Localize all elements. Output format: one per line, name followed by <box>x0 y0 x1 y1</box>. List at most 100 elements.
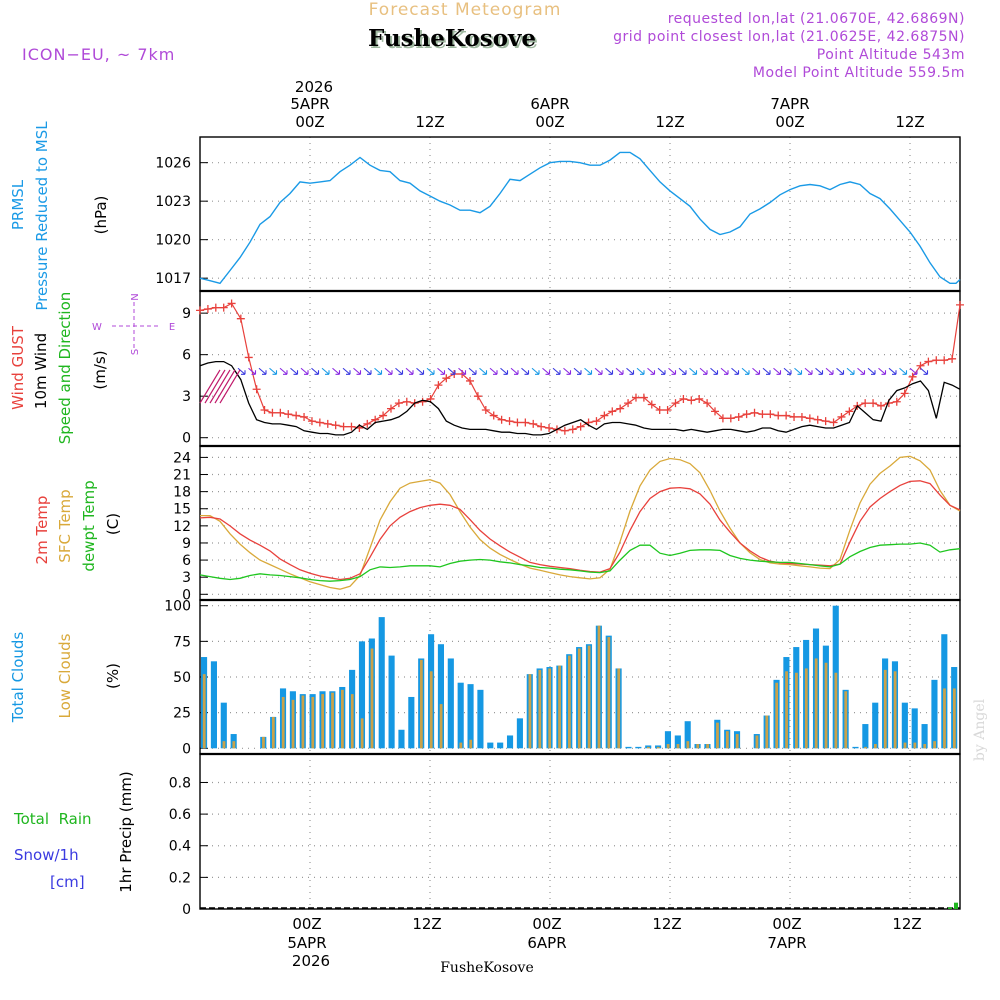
wind-gust-marker <box>576 422 585 431</box>
total-clouds-bar <box>506 735 514 749</box>
location-title: FusheKosove <box>370 27 538 54</box>
total-clouds-bar <box>516 718 523 749</box>
low-clouds-bar <box>459 742 463 749</box>
wind-gust-marker <box>276 408 285 417</box>
wind-gust-marker <box>829 418 838 427</box>
total-clouds-bar <box>497 742 504 749</box>
total-clouds-bar <box>684 721 691 749</box>
wind-direction-arrow <box>563 367 572 375</box>
wind-gust-marker <box>703 399 712 408</box>
wind-direction-arrow <box>678 367 687 375</box>
bottom-year: 2026 <box>292 952 330 970</box>
low-clouds-bar <box>686 741 690 749</box>
low-clouds-bar <box>696 744 700 749</box>
closest-coords: grid point closest lon,lat (21.0625E, 42… <box>613 29 965 45</box>
wind-direction-arrow <box>374 367 383 375</box>
wind-direction-arrow <box>489 367 498 375</box>
wind-direction-arrow <box>867 367 876 375</box>
wind-gust-label: Wind GUST <box>9 325 27 410</box>
top-hour-label: 00Z <box>295 113 324 131</box>
wind-gust-marker <box>695 394 704 403</box>
low-clouds-bar <box>933 741 936 749</box>
low-clouds-bar <box>913 742 917 749</box>
pressure-panel: 1017 1020 1023 1026 <box>155 136 961 292</box>
model-name: ICON−EU, ~ 7km <box>22 45 175 64</box>
total-clouds-bar <box>398 729 405 749</box>
temp-unit: (C) <box>104 513 122 535</box>
wind-gust-marker <box>671 399 680 408</box>
clouds-panel: 0 25 50 75 100 <box>164 599 961 757</box>
low-clouds-bar <box>281 696 285 749</box>
wind-direction-arrow <box>762 367 771 375</box>
wind-gust-marker <box>331 421 340 430</box>
wind-direction-arrow <box>437 367 446 375</box>
wind-direction-arrow <box>794 367 803 375</box>
wind-gust-marker <box>956 300 964 309</box>
wind-direction-arrow <box>237 367 246 375</box>
low-clouds-bar <box>419 659 423 749</box>
low-clouds-bar <box>943 688 946 749</box>
wind-gust-marker <box>774 411 783 420</box>
bottom-hour-label: 00Z <box>292 915 321 933</box>
low-clouds-bar <box>755 735 759 749</box>
wind-gust-marker <box>892 397 901 406</box>
low-clouds-bar <box>232 741 236 749</box>
prmsl-line <box>199 151 961 285</box>
low-clouds-bar <box>952 688 956 749</box>
precip-labels: Total Rain Snow/1h [cm] 1hr Precip (mm) <box>13 771 135 892</box>
low-clouds-bar <box>538 669 542 749</box>
wind-direction-arrow <box>741 367 750 375</box>
wind-direction-arrow <box>479 367 488 375</box>
low-clouds-bar <box>528 674 532 749</box>
low-clouds-bar <box>311 696 315 749</box>
low-clouds-bar <box>341 689 344 749</box>
wind-direction-arrow <box>353 367 362 375</box>
bottom-hour-label: 00Z <box>772 915 801 933</box>
wind-gust-marker <box>616 404 625 413</box>
wind-gust-marker <box>505 417 514 426</box>
point-altitude: Point Altitude 543m <box>817 47 965 63</box>
wind-gust-marker <box>924 357 933 366</box>
y-tick-label: 6 <box>182 553 191 569</box>
low-clouds-bar <box>568 655 571 749</box>
wind-gust-marker <box>624 399 633 408</box>
wind-gust-marker <box>434 381 443 390</box>
bottom-hour-label: 12Z <box>892 915 921 933</box>
wind-direction-arrow <box>416 367 425 375</box>
bottom-date-label: 6APR <box>527 934 566 952</box>
watermark: by Angel <box>972 698 988 761</box>
wind-panel: 0 3 6 9 <box>182 290 964 447</box>
low-clouds-bar <box>765 715 769 749</box>
total-clouds-label: Total Clouds <box>9 632 27 724</box>
y-tick-label: 9 <box>182 306 191 322</box>
top-date-label: 6APR <box>530 95 569 113</box>
wind-direction-arrow <box>668 367 677 375</box>
wind-direction-arrow <box>447 367 456 375</box>
y-tick-label: 0 <box>182 431 191 447</box>
y-tick-label: 75 <box>173 634 191 650</box>
wind-gust-marker <box>481 406 490 415</box>
wind-direction-arrow <box>552 367 561 375</box>
total-clouds-bar <box>477 689 484 749</box>
wind-direction-arrow <box>332 367 341 375</box>
low-clouds-bar <box>202 674 206 749</box>
low-clouds-bar <box>893 671 897 749</box>
low-clouds-bar <box>291 699 295 749</box>
y-tick-label: 1020 <box>155 233 191 249</box>
compass-n: N <box>130 293 141 300</box>
dewpt-line <box>199 542 961 582</box>
wind-gust-marker <box>900 389 909 398</box>
top-hour-label: 12Z <box>655 113 684 131</box>
wind-gust-marker <box>782 411 791 420</box>
wind-gust-marker <box>363 419 372 428</box>
wind-gust-marker <box>236 314 245 323</box>
low-clouds-bar <box>834 672 838 749</box>
wind-direction-arrow <box>573 367 582 375</box>
y-tick-label: 50 <box>173 670 191 686</box>
panel-frame <box>199 753 961 910</box>
compass-e: E <box>169 322 175 333</box>
wind-gust-marker <box>292 411 301 420</box>
low-clouds-bar <box>874 744 877 749</box>
